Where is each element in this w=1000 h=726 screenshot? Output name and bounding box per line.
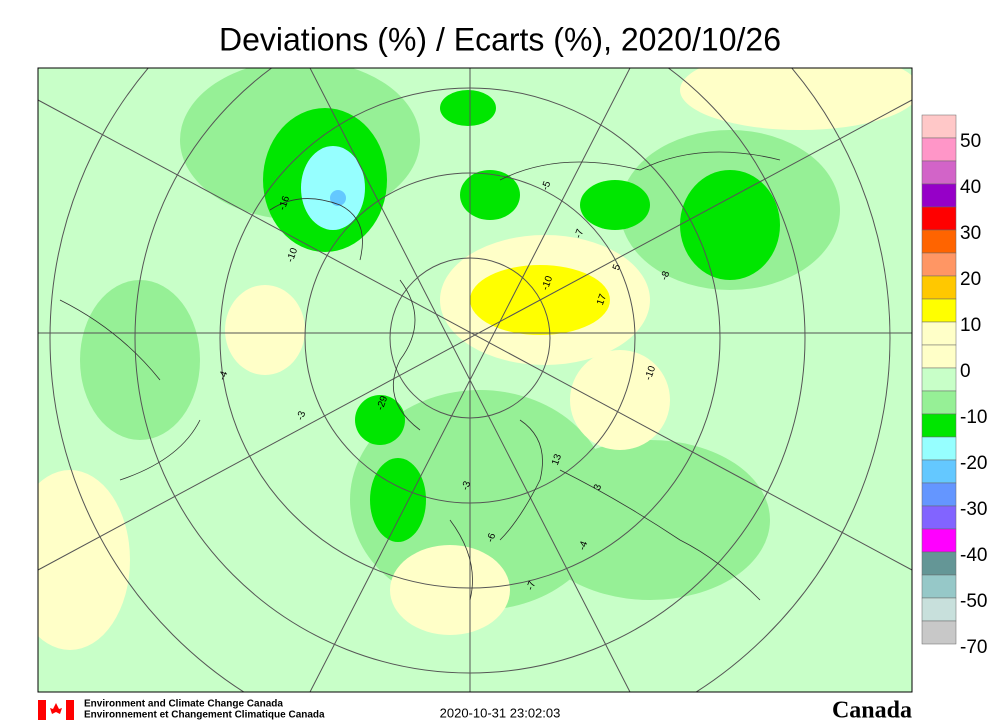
legend-swatch xyxy=(921,436,957,461)
legend-swatch xyxy=(921,390,957,415)
legend-label: 50 xyxy=(960,131,981,152)
field xyxy=(370,458,426,542)
legend-swatch xyxy=(921,137,957,162)
map-label: -10 xyxy=(540,274,555,292)
field xyxy=(680,68,912,130)
map-label: -29 xyxy=(375,394,390,412)
field xyxy=(301,146,365,230)
legend-label: 0 xyxy=(960,361,971,382)
map-label: -7 xyxy=(525,579,539,592)
title: Deviations (%) / Ecarts (%), 2020/10/26 xyxy=(219,21,781,57)
legend-swatch xyxy=(921,229,957,254)
map-label: -4 xyxy=(577,539,591,552)
coastlines xyxy=(59,151,781,601)
flag-leaf xyxy=(50,703,62,714)
map-label: -6 xyxy=(485,531,499,544)
field xyxy=(460,170,520,220)
legend-label: 20 xyxy=(960,269,981,290)
agency-en: Environment and Climate Change Canada xyxy=(84,699,283,710)
field xyxy=(680,170,780,280)
legend-swatch xyxy=(921,620,957,645)
map-label: -5 xyxy=(540,179,554,192)
map-label: -8 xyxy=(659,269,673,282)
legend-label: -50 xyxy=(960,591,987,612)
map-label: 5 xyxy=(611,263,623,272)
legend-label: -10 xyxy=(960,407,987,428)
legend-swatch xyxy=(921,482,957,507)
map-label: -7 xyxy=(573,227,587,240)
legend-swatch xyxy=(921,413,957,438)
timestamp: 2020-10-31 23:02:03 xyxy=(440,705,561,720)
legend-swatch xyxy=(921,367,957,392)
map-frame xyxy=(37,67,913,693)
legend-swatch xyxy=(921,459,957,484)
field xyxy=(355,395,405,445)
map-label: -4 xyxy=(217,369,231,382)
legend-swatch xyxy=(921,298,957,323)
field xyxy=(80,280,200,440)
graticule xyxy=(38,68,912,692)
map-label: -10 xyxy=(643,364,658,382)
map-label: -16 xyxy=(277,194,292,212)
legend-swatch xyxy=(921,505,957,530)
legend-label: -30 xyxy=(960,499,987,520)
legend-swatch xyxy=(921,183,957,208)
field xyxy=(580,180,650,230)
legend-swatch xyxy=(921,574,957,599)
map-label: 17 xyxy=(595,292,609,307)
legend-label: 10 xyxy=(960,315,981,336)
field xyxy=(440,90,496,126)
legend-label: 40 xyxy=(960,177,981,198)
field xyxy=(530,440,770,600)
legend-swatch xyxy=(921,275,957,300)
field xyxy=(330,190,346,206)
field xyxy=(570,350,670,450)
legend-swatch xyxy=(921,114,957,139)
map-label: -10 xyxy=(285,246,300,264)
legend-swatch xyxy=(921,528,957,553)
legend-swatch xyxy=(921,321,957,346)
agency-fr: Environnement et Changement Climatique C… xyxy=(84,710,325,721)
map-label: 13 xyxy=(550,452,564,467)
legend-swatch xyxy=(921,206,957,231)
map-label: -3 xyxy=(460,479,474,492)
legend-swatch xyxy=(921,597,957,622)
legend-swatch xyxy=(921,160,957,185)
map xyxy=(38,68,912,692)
legend-swatch xyxy=(921,344,957,369)
legend-label: -20 xyxy=(960,453,987,474)
map-label: 3 xyxy=(592,483,604,492)
legend-label: 30 xyxy=(960,223,981,244)
legend-label: -70 xyxy=(960,637,987,658)
field xyxy=(38,470,130,650)
legend-swatch xyxy=(921,551,957,576)
legend-label: -40 xyxy=(960,545,987,566)
map-label: -3 xyxy=(295,409,309,422)
wordmark: Canada xyxy=(832,698,912,724)
field xyxy=(390,545,510,635)
field xyxy=(225,285,305,375)
legend-swatch xyxy=(921,252,957,277)
